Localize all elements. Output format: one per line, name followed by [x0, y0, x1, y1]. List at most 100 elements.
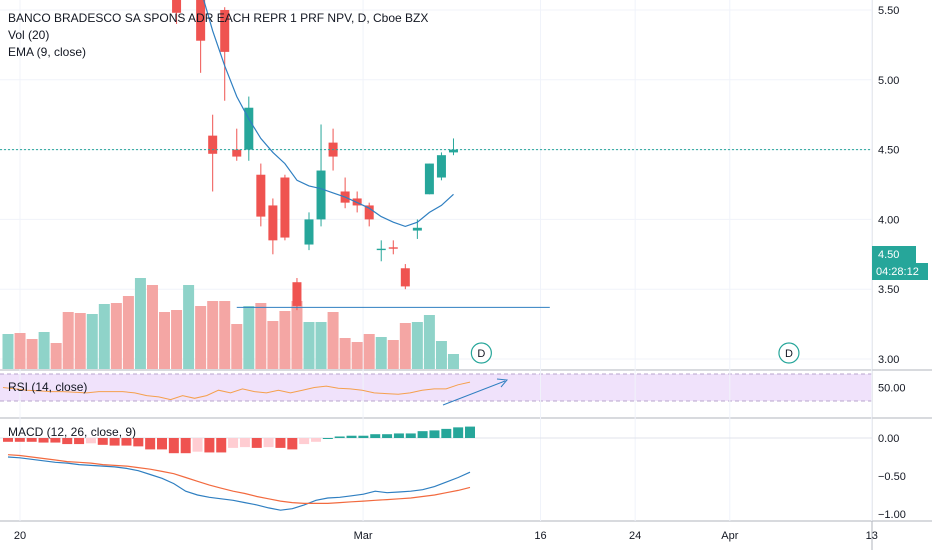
volume-bar	[267, 321, 279, 369]
macd-bar	[429, 430, 440, 438]
candle-body	[220, 10, 230, 52]
volume-bar	[98, 304, 110, 369]
volume-bar	[291, 301, 303, 369]
candle	[364, 202, 374, 227]
trend-arrow-drawing[interactable]	[442, 378, 509, 406]
candle-body	[292, 282, 302, 306]
volume-bar	[26, 339, 38, 369]
rsi-tick-label: 50.00	[878, 383, 906, 395]
macd-bar	[109, 438, 120, 446]
marker-letter: D	[785, 348, 793, 360]
volume-bar	[219, 301, 231, 369]
volume-bar	[110, 303, 122, 369]
candle-body	[256, 174, 266, 217]
macd-bar	[14, 438, 25, 442]
time-tick-label: Mar	[354, 530, 373, 542]
volume-bar	[38, 332, 50, 369]
price-axis[interactable]: 8.007.507.006.506.005.505.004.504.003.50…	[878, 0, 899, 366]
macd-line	[7, 456, 471, 511]
macd-bar	[334, 436, 345, 438]
candle	[196, 0, 206, 73]
volume-bar	[447, 354, 459, 369]
candle-body	[208, 135, 218, 154]
candle-body	[424, 163, 434, 195]
macd-bar	[322, 438, 333, 439]
macd-bar	[204, 438, 215, 453]
volume-bar	[207, 301, 219, 369]
macd-bar	[97, 438, 108, 445]
macd-bar	[157, 438, 167, 450]
candle-body	[196, 0, 206, 41]
volume-bar	[62, 312, 74, 369]
volume-bar	[86, 314, 98, 369]
macd-bar	[145, 438, 156, 450]
macd-bar	[3, 438, 13, 442]
volume-bar	[423, 315, 435, 369]
candle-body	[268, 205, 278, 241]
chart-title: BANCO BRADESCO SA SPONS ADR EACH REPR 1 …	[8, 11, 428, 25]
volume-bar	[255, 303, 267, 369]
candle	[448, 138, 458, 156]
candle	[280, 174, 290, 241]
candle-body	[412, 227, 422, 231]
ema-legend[interactable]: EMA (9, close)	[8, 45, 86, 59]
volume-bar	[399, 323, 411, 369]
macd-bar	[192, 438, 203, 452]
macd-bar	[441, 428, 452, 438]
dividend-marker[interactable]: D	[470, 342, 492, 364]
macd-bar	[275, 438, 286, 448]
candle	[304, 212, 314, 251]
time-tick-label: 24	[629, 530, 641, 542]
dividend-marker[interactable]: D	[778, 342, 800, 364]
rsi-legend[interactable]: RSI (14, close)	[8, 380, 87, 394]
macd-bar	[382, 434, 393, 438]
price-tick-label: 4.50	[878, 145, 899, 157]
macd-bar	[180, 438, 191, 454]
macd-bar	[251, 438, 262, 448]
time-axis[interactable]: 20Mar1624Apr1321May1119	[14, 530, 932, 542]
macd-bar	[417, 431, 428, 438]
vol-legend[interactable]: Vol (20)	[8, 28, 49, 42]
macd-bar	[393, 433, 404, 438]
macd-histogram	[3, 426, 475, 454]
volume-bar	[14, 333, 26, 369]
macd-bar	[346, 435, 357, 438]
macd-legend[interactable]: MACD (12, 26, close, 9)	[8, 425, 136, 439]
signal-line	[7, 454, 471, 504]
macd-tick-label: −1.00	[878, 509, 906, 521]
macd-bar	[311, 438, 321, 442]
rsi-line	[2, 381, 471, 401]
macd-axis[interactable]: 0.00 −0.50 −1.00	[878, 433, 906, 521]
macd-bar	[405, 433, 416, 438]
time-tick-label: 20	[14, 530, 26, 542]
macd-bar	[216, 438, 227, 453]
price-tick-label: 5.00	[878, 75, 899, 87]
volume-bar	[171, 310, 183, 369]
macd-bar	[263, 438, 274, 448]
rsi-axis[interactable]: 50.00	[878, 383, 906, 395]
event-markers[interactable]: DDE	[470, 342, 932, 364]
candle-body	[244, 107, 254, 150]
macd-tick-label: 0.00	[878, 433, 899, 445]
countdown-tag-bg	[872, 263, 928, 280]
countdown-tag: 04:28:12	[876, 266, 919, 278]
price-tag-bg	[872, 246, 916, 263]
macd-bar	[26, 438, 37, 442]
macd-bar	[370, 434, 381, 438]
candle-body	[316, 170, 326, 220]
volume-bar	[315, 322, 327, 369]
time-tick-label: 13	[866, 530, 878, 542]
candle	[436, 152, 446, 181]
macd-bar	[358, 435, 369, 438]
candle	[256, 163, 266, 227]
price-tick-label: 3.00	[878, 354, 899, 366]
volume-bar	[183, 285, 195, 369]
volume-bar	[50, 343, 62, 369]
volume-bar	[122, 296, 134, 369]
volume-bar	[134, 278, 146, 369]
macd-bar	[465, 426, 475, 438]
candle	[208, 114, 218, 192]
macd-bar	[121, 438, 132, 446]
candle-body	[388, 247, 398, 249]
